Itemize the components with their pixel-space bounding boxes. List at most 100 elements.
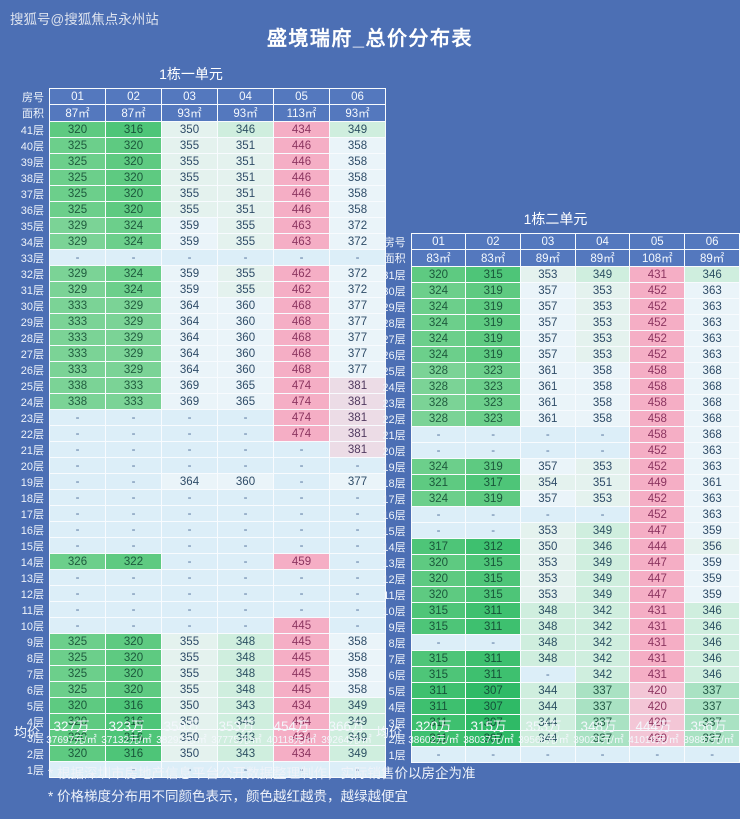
price-cell: 372 bbox=[329, 265, 386, 282]
price-cell: 320 bbox=[49, 745, 106, 762]
price-cell: 319 bbox=[465, 330, 521, 347]
floor-label: 2层 bbox=[26, 748, 44, 761]
price-cell: 358 bbox=[574, 378, 631, 395]
price-cell: 315 bbox=[465, 554, 521, 571]
price-cell: 350 bbox=[161, 697, 218, 714]
price-cell: - bbox=[329, 569, 386, 586]
floor-label: 29层 bbox=[20, 316, 44, 329]
price-cell: 320 bbox=[49, 713, 106, 730]
price-cell: 358 bbox=[574, 362, 631, 379]
average-unit-price: 38602元/㎡ bbox=[408, 735, 459, 746]
price-cell: 320 bbox=[410, 586, 467, 603]
floor-label: 27层 bbox=[382, 333, 406, 346]
floor-label: 19层 bbox=[20, 476, 44, 489]
price-cell: - bbox=[273, 441, 330, 458]
price-cell: 434 bbox=[273, 713, 330, 730]
price-cell: 446 bbox=[273, 137, 330, 154]
price-cell: 320 bbox=[105, 665, 162, 682]
floor-label: 11层 bbox=[21, 604, 44, 617]
price-cell: 323 bbox=[465, 362, 521, 379]
floor-label: 6层 bbox=[26, 684, 44, 697]
price-cell: 342 bbox=[574, 650, 631, 667]
price-cell: 372 bbox=[329, 233, 386, 250]
average-total-price: 353万 bbox=[525, 719, 562, 734]
price-cell: 320 bbox=[49, 697, 106, 714]
price-cell: 349 bbox=[329, 713, 386, 730]
price-cell: 431 bbox=[629, 618, 686, 635]
price-cell: - bbox=[273, 505, 330, 522]
room-number-header: 06 bbox=[329, 88, 386, 105]
price-cell: 325 bbox=[49, 169, 106, 186]
price-cell: 329 bbox=[105, 313, 162, 330]
price-cell: 360 bbox=[217, 329, 274, 346]
floor-label: 20层 bbox=[382, 445, 406, 458]
floor-label: 4层 bbox=[388, 701, 406, 714]
average-unit-price: 37775元/㎡ bbox=[211, 735, 262, 746]
price-cell: - bbox=[161, 601, 218, 618]
floor-label: 3层 bbox=[26, 732, 44, 745]
price-cell: 462 bbox=[273, 281, 330, 298]
floor-label: 37层 bbox=[20, 188, 44, 201]
price-cell: - bbox=[49, 761, 106, 778]
price-cell: 311 bbox=[410, 682, 467, 699]
price-cell: - bbox=[161, 569, 218, 586]
average-total-price: 315万 bbox=[470, 719, 507, 734]
price-cell: 452 bbox=[629, 346, 686, 363]
floor-label: 16层 bbox=[382, 509, 406, 522]
price-cell: 377 bbox=[329, 297, 386, 314]
price-cell: 447 bbox=[629, 522, 686, 539]
price-cell: 361 bbox=[520, 410, 576, 427]
price-cell: 319 bbox=[465, 458, 521, 475]
price-cell: - bbox=[49, 249, 106, 266]
price-cell: 452 bbox=[629, 330, 686, 347]
price-cell: - bbox=[161, 761, 218, 778]
price-cell: 431 bbox=[629, 602, 686, 619]
room-number-header: 05 bbox=[273, 88, 330, 105]
price-cell: - bbox=[217, 441, 274, 458]
price-cell: 355 bbox=[161, 633, 218, 650]
price-cell: - bbox=[574, 506, 631, 523]
price-cell: 355 bbox=[161, 169, 218, 186]
price-cell: 351 bbox=[217, 137, 274, 154]
unit1-title: 1栋一单元 bbox=[159, 66, 223, 82]
price-cell: 348 bbox=[520, 650, 576, 667]
price-cell: 446 bbox=[273, 169, 330, 186]
price-cell: 324 bbox=[105, 233, 162, 250]
floor-label: 2层 bbox=[388, 733, 406, 746]
price-cell: 364 bbox=[161, 361, 218, 378]
price-cell: 324 bbox=[105, 265, 162, 282]
price-cell: 359 bbox=[161, 281, 218, 298]
price-cell: 343 bbox=[217, 729, 274, 746]
price-cell: 337 bbox=[684, 730, 740, 747]
price-cell: 325 bbox=[49, 665, 106, 682]
floor-label: 38层 bbox=[20, 172, 44, 185]
price-cell: 311 bbox=[465, 666, 521, 683]
floor-label: 18层 bbox=[382, 477, 406, 490]
room-number-header: 04 bbox=[574, 233, 631, 250]
price-cell: 346 bbox=[684, 666, 740, 683]
price-cell: 359 bbox=[161, 233, 218, 250]
price-cell: 358 bbox=[329, 169, 386, 186]
unit2-title: 1栋二单元 bbox=[523, 211, 588, 227]
price-cell: - bbox=[161, 521, 218, 538]
price-cell: 353 bbox=[520, 554, 576, 571]
price-cell: - bbox=[49, 425, 106, 442]
price-cell: 368 bbox=[684, 378, 740, 395]
price-cell: 360 bbox=[217, 297, 274, 314]
price-cell: 333 bbox=[105, 393, 162, 410]
price-cell: - bbox=[273, 473, 330, 490]
price-cell: - bbox=[273, 249, 330, 266]
price-cell: - bbox=[217, 569, 274, 586]
price-cell: - bbox=[217, 505, 274, 522]
price-cell: 323 bbox=[465, 378, 521, 395]
price-cell: - bbox=[105, 505, 162, 522]
price-cell: 343 bbox=[217, 713, 274, 730]
price-cell: - bbox=[105, 521, 162, 538]
price-cell: - bbox=[217, 537, 274, 554]
price-cell: 381 bbox=[329, 425, 386, 442]
price-cell: 353 bbox=[574, 330, 631, 347]
area-cell: 89㎡ bbox=[520, 249, 576, 267]
price-cell: - bbox=[49, 601, 106, 618]
price-cell: - bbox=[105, 569, 162, 586]
price-cell: 346 bbox=[684, 650, 740, 667]
